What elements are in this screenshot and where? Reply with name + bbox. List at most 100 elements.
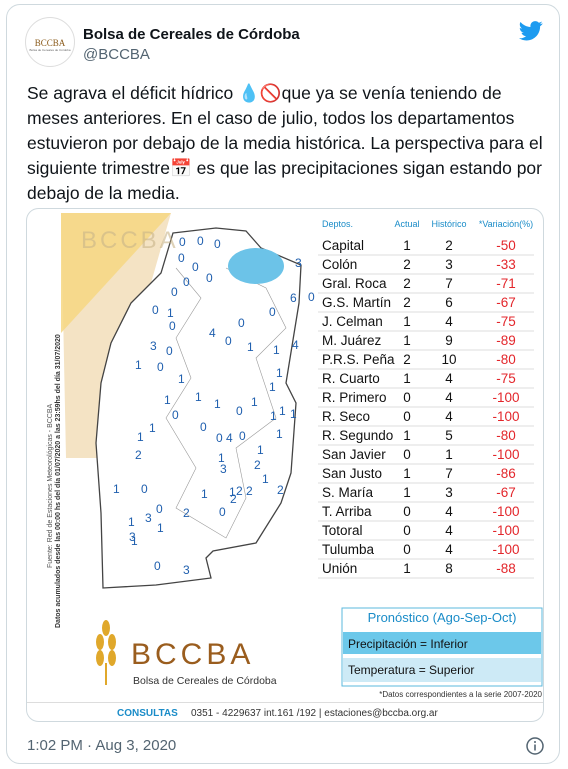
table-cell: G.S. Martín xyxy=(322,295,391,310)
table-cell: 0 xyxy=(403,542,411,557)
table-cell: 1 xyxy=(403,466,411,481)
avatar-sub: Bolsa de Cereales de Córdoba xyxy=(29,48,71,52)
timestamp[interactable]: 1:02 PM · Aug 3, 2020 xyxy=(27,737,177,754)
table-cell: 2 xyxy=(403,276,411,291)
map-value: 0 xyxy=(225,334,232,348)
contact-label: CONSULTAS xyxy=(117,708,178,719)
infographic[interactable]: BCCBA Fuente: Red de Estaciones Meteorol… xyxy=(26,208,544,722)
avatar[interactable]: BCCBA Bolsa de Cereales de Córdoba xyxy=(25,17,75,67)
table-cell: 8 xyxy=(445,561,453,576)
author-name[interactable]: Bolsa de Cereales de Córdoba xyxy=(83,26,300,43)
map-value: 4 xyxy=(292,338,299,352)
table-cell: 0 xyxy=(403,447,411,462)
table-cell: R. Primero xyxy=(322,390,387,405)
forecast-row: Temperatura = Superior xyxy=(348,663,474,677)
map-value: 2 xyxy=(236,484,243,498)
map-value: 1 xyxy=(273,343,280,357)
table-cell: -50 xyxy=(496,238,516,253)
info-icon[interactable] xyxy=(525,736,545,756)
wheat-icon xyxy=(96,620,116,685)
table-cell: -86 xyxy=(496,466,516,481)
table-cell: -89 xyxy=(496,333,516,348)
table-cell: 4 xyxy=(445,371,453,386)
table-cell: -100 xyxy=(492,523,519,538)
table-cell: Gral. Roca xyxy=(322,276,387,291)
table-cell: 2 xyxy=(403,257,411,272)
table-cell: -71 xyxy=(496,276,516,291)
table-cell: 4 xyxy=(445,542,453,557)
table-cell: 9 xyxy=(445,333,453,348)
table-cell: -67 xyxy=(496,485,516,500)
footnote: *Datos correspondientes a la serie 2007-… xyxy=(379,690,542,699)
map-value: 2 xyxy=(135,448,142,462)
map-value: 1 xyxy=(201,487,208,501)
map-value: 1 xyxy=(149,421,156,435)
map-value: 0 xyxy=(154,559,161,573)
table-cell: P.R.S. Peña xyxy=(322,352,395,367)
map-value: 0 xyxy=(219,505,226,519)
map-value: 0 xyxy=(200,420,207,434)
table-cell: 1 xyxy=(445,447,453,462)
table-cell: R. Seco xyxy=(322,409,370,424)
table-cell: -100 xyxy=(492,409,519,424)
map-value: 1 xyxy=(247,340,254,354)
table-cell: Colón xyxy=(322,257,357,272)
table-cell: 2 xyxy=(403,352,411,367)
map-value: 1 xyxy=(164,393,171,407)
map-value: 1 xyxy=(229,485,236,499)
contact-details: 0351 - 4229637 int.161 /192 | estaciones… xyxy=(191,708,438,719)
map-value: 0 xyxy=(269,305,276,319)
table-cell: -80 xyxy=(496,352,516,367)
map-value: 4 xyxy=(209,326,216,340)
map-value: 0 xyxy=(308,290,315,304)
table-cell: T. Arriba xyxy=(322,504,372,519)
map-value: 1 xyxy=(113,482,120,496)
twitter-logo[interactable] xyxy=(519,21,543,41)
table-cell: 1 xyxy=(403,561,411,576)
map-value: 1 xyxy=(276,366,283,380)
table-cell: -75 xyxy=(496,314,516,329)
table-cell: Tulumba xyxy=(322,542,375,557)
map-value: 2 xyxy=(230,492,237,506)
department-borders xyxy=(165,267,287,539)
forecast-title: Pronóstico (Ago-Sep-Oct) xyxy=(368,610,517,625)
table-cell: 4 xyxy=(445,390,453,405)
forecast-row-bg xyxy=(343,632,541,654)
tweet-card: BCCBA Bolsa de Cereales de Córdoba Bolsa… xyxy=(6,4,560,764)
map-value: 3 xyxy=(220,462,227,476)
table-cell: 1 xyxy=(403,333,411,348)
map-value: 0 xyxy=(183,275,190,289)
map-value: 3 xyxy=(129,530,136,544)
map-value: 2 xyxy=(183,506,190,520)
map-value: 3 xyxy=(150,339,157,353)
author-handle[interactable]: @BCCBA xyxy=(83,46,150,63)
map-value: 0 xyxy=(157,360,164,374)
map-value: 1 xyxy=(270,409,277,423)
table-cell: R. Segundo xyxy=(322,428,393,443)
table-cell: 1 xyxy=(403,428,411,443)
table-cell: R. Cuarto xyxy=(322,371,380,386)
map-value: 0 xyxy=(166,344,173,358)
table-cell: -100 xyxy=(492,390,519,405)
map-value: 0 xyxy=(239,429,246,443)
map-value: 0 xyxy=(141,482,148,496)
table-cell: 1 xyxy=(403,314,411,329)
table-cell: 2 xyxy=(403,295,411,310)
table-header: Histórico xyxy=(431,219,466,229)
table-cell: 4 xyxy=(445,409,453,424)
table-cell: J. Celman xyxy=(322,314,383,329)
divider xyxy=(27,702,543,703)
table-cell: S. María xyxy=(322,485,374,500)
map-value: 1 xyxy=(137,430,144,444)
map-value: 1 xyxy=(195,390,202,404)
map-value: 0 xyxy=(236,404,243,418)
map-value: 2 xyxy=(246,484,253,498)
map-value: 3 xyxy=(295,256,302,270)
map-value: 0 xyxy=(152,303,159,317)
map-value: 0 xyxy=(192,260,199,274)
table-cell: 5 xyxy=(445,428,453,443)
map-value: 0 xyxy=(206,271,213,285)
map-value: 3 xyxy=(145,511,152,525)
table-cell: Unión xyxy=(322,561,357,576)
table-cell: 0 xyxy=(403,504,411,519)
